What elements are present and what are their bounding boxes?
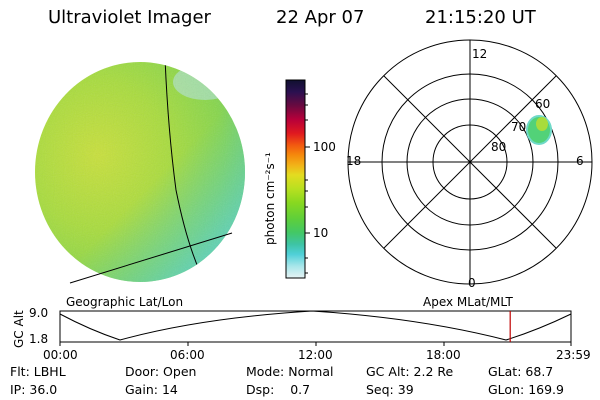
door-value: Open <box>163 364 197 379</box>
gc-alt-axis-label: GC Alt <box>12 310 26 348</box>
lat-label-60: 60 <box>535 97 551 111</box>
glon-label: GLon: <box>488 382 525 397</box>
gc-alt-field: GC Alt: 2.2 Re <box>366 364 454 379</box>
mode-field: Mode: Normal <box>246 364 334 379</box>
filter-value: LBHL <box>33 364 66 379</box>
glon-field: GLon: 169.9 <box>488 382 564 397</box>
seq-value: 39 <box>397 382 414 397</box>
time-tick-2359: 23:59 <box>556 348 591 362</box>
dsp-value: 0.7 <box>290 382 311 397</box>
ip-field: IP: 36.0 <box>10 382 58 397</box>
dsp-label: Dsp: <box>246 382 275 397</box>
mlt-label-12: 12 <box>472 47 488 61</box>
gc-alt-value: 2.2 Re <box>413 364 454 379</box>
y-tick-9: 9.0 <box>29 306 49 320</box>
instrument-title: Ultraviolet Imager <box>48 7 211 28</box>
date-label: 22 Apr 07 <box>276 7 365 28</box>
mlt-label-0: 0 <box>468 276 476 290</box>
altitude-timeline <box>59 310 572 346</box>
colorbar-tick-10: 10 <box>313 226 329 240</box>
time-label: 21:15:20 UT <box>425 7 536 28</box>
glat-label: GLat: <box>488 364 522 379</box>
mode-value: Normal <box>288 364 334 379</box>
time-tick-1200: 12:00 <box>298 348 333 362</box>
glat-value: 68.7 <box>525 364 554 379</box>
colorbar-unit-label: photon cm⁻²s⁻¹ <box>263 152 277 245</box>
ip-value: 36.0 <box>29 382 58 397</box>
colorbar-tick-100: 100 <box>313 140 336 154</box>
gain-field: Gain: 14 <box>125 382 178 397</box>
gc-alt-label: GC Alt: <box>366 364 410 379</box>
lat-label-70: 70 <box>511 120 527 134</box>
filter-field: Flt: LBHL <box>10 364 66 379</box>
time-tick-0000: 00:00 <box>43 348 78 362</box>
dsp-field: Dsp: 0.7 <box>246 382 311 397</box>
time-tick-1800: 18:00 <box>426 348 461 362</box>
seq-label: Seq: <box>366 382 394 397</box>
glon-value: 169.9 <box>528 382 564 397</box>
time-tick-0600: 06:00 <box>170 348 205 362</box>
earth-image <box>35 62 245 284</box>
y-tick-1-8: 1.8 <box>29 332 49 346</box>
door-label: Door: <box>125 364 160 379</box>
color-scale-bar <box>285 79 310 279</box>
apex-caption: Apex MLat/MLT <box>423 295 513 309</box>
glat-field: GLat: 68.7 <box>488 364 554 379</box>
geographic-caption: Geographic Lat/Lon <box>66 295 184 309</box>
gain-label: Gain: <box>125 382 158 397</box>
filter-label: Flt: <box>10 364 30 379</box>
mlt-label-6: 6 <box>576 154 584 168</box>
mode-label: Mode: <box>246 364 285 379</box>
mlt-label-18: 18 <box>346 154 362 168</box>
seq-field: Seq: 39 <box>366 382 414 397</box>
gain-value: 14 <box>161 382 178 397</box>
auroral-patch <box>526 115 552 145</box>
door-field: Door: Open <box>125 364 197 379</box>
ip-label: IP: <box>10 382 26 397</box>
polar-plot <box>347 39 593 285</box>
lat-label-80: 80 <box>491 140 507 154</box>
